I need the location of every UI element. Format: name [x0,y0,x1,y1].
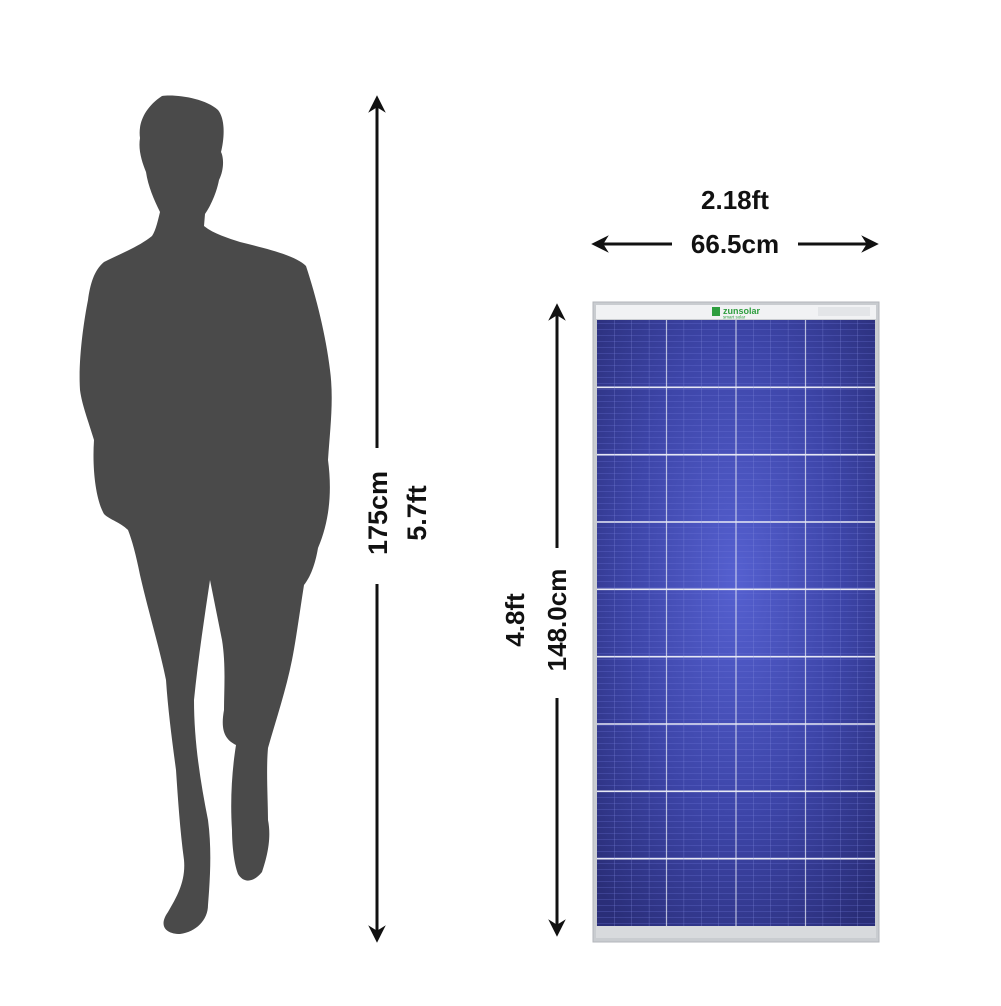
panel-brand-sub-label: smart solar [723,315,746,320]
person-height-ft-label: 5.7ft [402,485,432,541]
person-height-dimension: 175cm 5.7ft [363,95,432,943]
panel-height-ft-label: 4.8ft [500,593,530,647]
solar-panel: zunsolar smart solar [592,301,880,943]
person-body [79,95,332,934]
panel-width-cm-label: 66.5cm [691,229,779,259]
panel-top-strip [596,305,876,319]
panel-height-cm-label: 148.0cm [542,569,572,672]
person-silhouette [79,95,332,934]
panel-width-dimension: 2.18ft 66.5cm [591,185,879,259]
panel-bottom-strip [596,926,876,938]
zunsolar-logo-icon [712,307,720,316]
zunsolar-logo: zunsolar smart solar [712,306,761,320]
panel-width-ft-label: 2.18ft [701,185,769,215]
person-height-cm-label: 175cm [363,471,393,555]
panel-top-right-mark [818,307,870,316]
panel-brand-label: zunsolar [723,306,761,316]
panel-height-dimension: 4.8ft 148.0cm [500,303,572,937]
panel-cell-grid [597,320,875,926]
